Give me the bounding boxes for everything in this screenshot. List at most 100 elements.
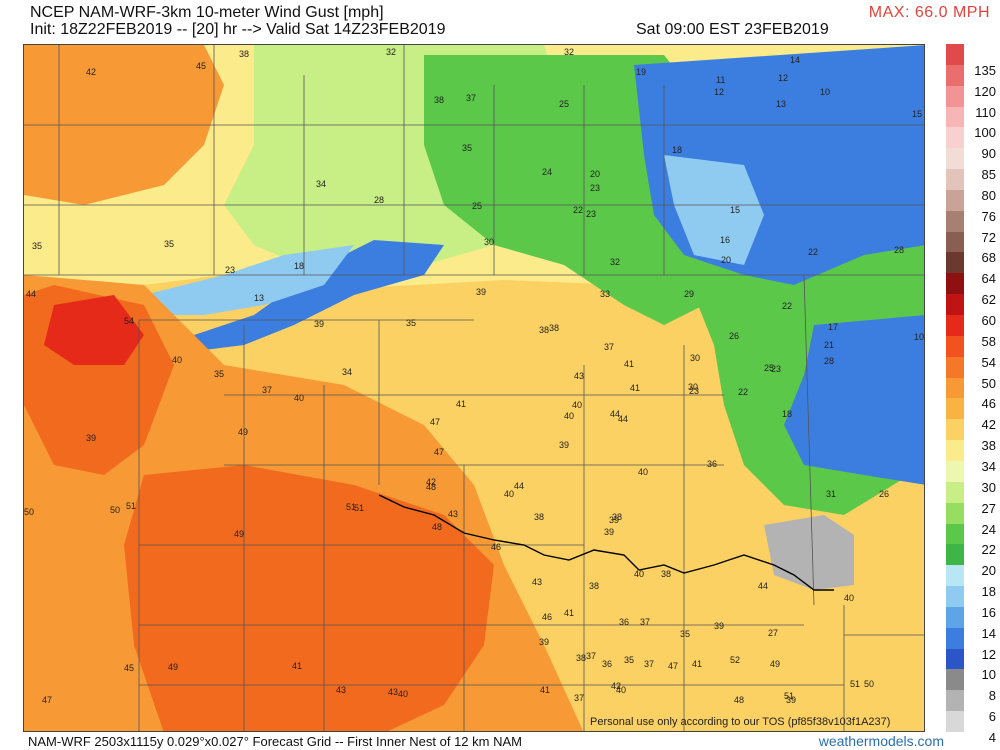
gust-value-label: 23 [689,386,699,396]
gust-value-label: 47 [668,661,678,671]
gust-value-label: 23 [590,183,600,193]
legend-swatch [946,252,964,274]
gust-value-label: 40 [398,689,408,699]
legend-swatch [946,106,964,128]
legend-label: 76 [981,208,996,224]
gust-value-label: 39 [86,433,96,443]
gust-value-label: 39 [539,637,549,647]
gust-value-label: 44 [758,581,768,591]
gust-value-label: 51 [346,502,356,512]
field-blue-band [194,240,444,350]
gust-value-label: 22 [738,387,748,397]
gust-value-label: 40 [616,685,626,695]
gust-value-label: 50 [864,679,874,689]
gust-value-label: 23 [586,209,596,219]
gust-value-label: 50 [110,505,120,515]
gust-value-label: 35 [32,241,42,251]
gust-value-label: 39 [786,695,796,705]
legend-swatch [946,169,964,191]
gust-value-label: 48 [734,695,744,705]
legend-swatch [946,377,964,399]
gust-value-label: 13 [254,293,264,303]
legend-swatch [946,273,964,295]
gust-value-label: 22 [808,247,818,257]
legend-label: 22 [981,542,996,558]
gust-value-label: 18 [672,145,682,155]
gust-value-label: 17 [828,322,838,332]
legend-swatch [946,648,964,670]
gust-value-label: 37 [640,617,650,627]
gust-value-label: 39 [714,621,724,631]
gust-value-label: 41 [540,685,550,695]
gust-value-label: 47 [430,417,440,427]
legend-swatch [946,711,964,733]
gust-value-label: 35 [214,369,224,379]
gust-value-label: 50 [24,507,34,517]
gust-value-label: 27 [768,628,778,638]
gust-value-label: 34 [316,179,326,189]
gust-value-label: 54 [124,316,134,326]
legend-swatch [946,669,964,691]
gust-value-label: 23 [225,265,235,275]
gust-value-label: 39 [314,319,324,329]
gust-value-label: 41 [624,359,634,369]
legend-label: 12 [981,646,996,662]
gust-value-label: 18 [782,409,792,419]
gust-value-label: 37 [466,93,476,103]
gust-value-label: 49 [168,662,178,672]
field-lightblue-band [144,245,354,315]
legend-label: 16 [981,604,996,620]
chart-title: NCEP NAM-WRF-3km 10-meter Wind Gust [mph… [30,4,445,38]
gust-value-label: 40 [634,569,644,579]
gust-value-label: 30 [688,382,698,392]
gust-value-label: 29 [684,289,694,299]
gust-value-label: 30 [484,237,494,247]
gust-value-label: 20 [721,255,731,265]
gust-value-label: 43 [336,685,346,695]
gust-value-label: 15 [730,205,740,215]
legend-label: 24 [981,521,996,537]
legend-label: 50 [981,375,996,391]
gust-value-label: 23 [771,364,781,374]
site-link[interactable]: weathermodels.com [818,733,944,749]
legend-swatch [946,419,964,441]
gust-value-label: 26 [729,331,739,341]
gust-value-label: 38 [661,569,671,579]
gust-value-label: 24 [542,167,552,177]
gust-value-label: 28 [894,245,904,255]
gust-value-label: 51 [354,503,364,513]
legend-swatch [946,64,964,87]
gust-value-label: 28 [824,356,834,366]
gust-value-label: 25 [472,201,482,211]
gust-value-label: 38 [549,323,559,333]
gust-value-label: 38 [539,325,549,335]
gust-value-label: 12 [778,73,788,83]
field-lightblue-northeast [664,155,764,265]
gust-value-label: 43 [532,577,542,587]
max-gust-label: MAX: 66.0 MPH [868,4,990,21]
gust-value-label: 44 [618,414,628,424]
legend-label: 10 [981,667,996,683]
gust-value-label: 38 [239,49,249,59]
legend-swatch [946,502,964,524]
gust-value-label: 35 [164,239,174,249]
gust-value-label: 37 [262,385,272,395]
gust-value-label: 37 [586,651,596,661]
gust-value-label: 40 [844,593,854,603]
legend-swatch [946,481,964,504]
legend-label: 64 [981,271,996,287]
gust-value-label: 15 [912,109,922,119]
legend-label: 20 [981,563,996,579]
gust-value-label: 37 [604,342,614,352]
legend-swatch [946,440,964,462]
gust-value-label: 20 [590,169,600,179]
gust-value-label: 22 [782,301,792,311]
wind-gust-map[interactable]: 42 45 38 32 32 38 37 35 25 19 11 12 14 12 10 13 15 18 24 20… [23,44,925,732]
gust-value-label: 25 [559,99,569,109]
legend-swatch [946,148,964,170]
legend-swatch [946,565,964,587]
legend-label: 38 [981,438,996,454]
gust-value-label: 49 [770,659,780,669]
gust-value-label: 45 [196,61,206,71]
